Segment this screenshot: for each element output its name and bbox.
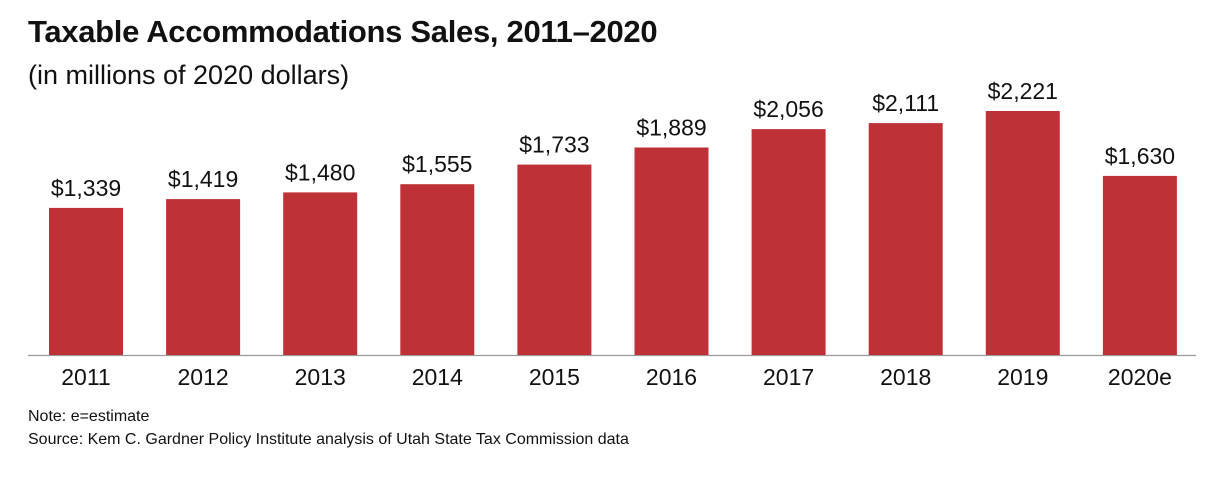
bar-2015	[517, 164, 592, 355]
source-note: Source: Kem C. Gardner Policy Institute …	[28, 431, 629, 448]
x-tick-label-2012: 2012	[178, 364, 229, 390]
data-label-2015: $1,733	[519, 132, 589, 158]
data-label-2020e: $1,630	[1105, 143, 1175, 169]
bar-2014	[400, 184, 475, 355]
data-label-2019: $2,221	[988, 78, 1058, 104]
chart-title: Taxable Accommodations Sales, 2011–2020	[28, 14, 658, 49]
bar-2013	[283, 192, 358, 355]
bar-2012	[166, 199, 241, 355]
data-label-2016: $1,889	[636, 115, 706, 141]
x-tick-label-2017: 2017	[763, 364, 814, 390]
x-tick-label-2015: 2015	[529, 364, 580, 390]
bar-2017	[751, 129, 826, 355]
data-label-2017: $2,056	[753, 96, 823, 122]
data-label-2014: $1,555	[402, 151, 472, 177]
data-label-2018: $2,111	[872, 90, 939, 116]
bar-chart: $1,339 2011 $1,419 2012 $1,480 2013 $1,555 2014…	[28, 78, 1196, 390]
x-tick-label-2016: 2016	[646, 364, 697, 390]
x-tick-label-2018: 2018	[880, 364, 931, 390]
x-tick-label-2011: 2011	[61, 364, 110, 390]
bar-2018	[868, 123, 943, 355]
x-tick-label-2019: 2019	[997, 364, 1048, 390]
bar-2016	[634, 147, 709, 355]
bar-2011	[49, 207, 123, 355]
data-label-2011: $1,339	[51, 175, 121, 201]
bar-2019	[985, 111, 1060, 355]
chart-subtitle: (in millions of 2020 dollars)	[28, 60, 350, 90]
x-tick-label-2013: 2013	[295, 364, 346, 390]
x-tick-label-2020e: 2020e	[1108, 364, 1172, 390]
bar-2020e	[1102, 175, 1177, 355]
x-tick-label-2014: 2014	[412, 364, 463, 390]
data-label-2013: $1,480	[285, 159, 355, 185]
data-label-2012: $1,419	[168, 166, 238, 192]
footnote: Note: e=estimate	[28, 408, 150, 425]
